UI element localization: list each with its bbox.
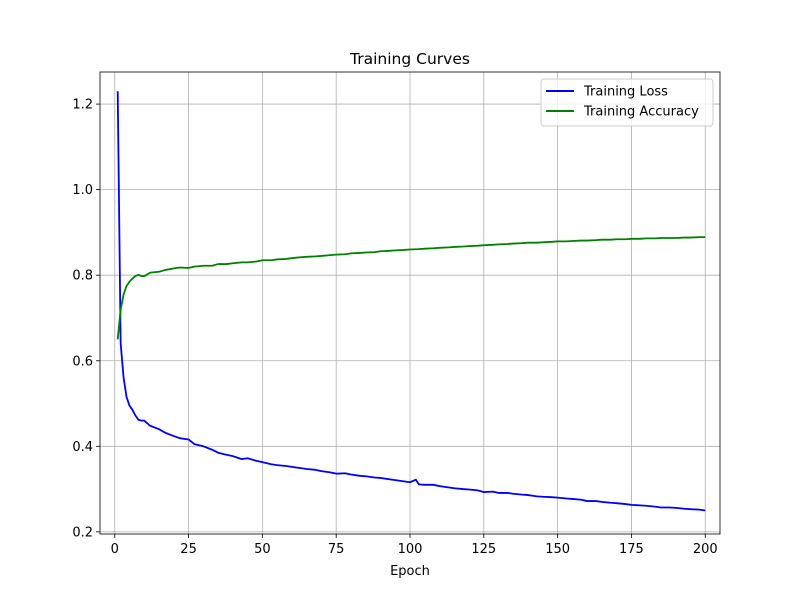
x-axis-label: Epoch	[390, 564, 430, 579]
x-tick-label: 0	[111, 542, 119, 557]
legend: Training Loss Training Accuracy	[540, 78, 714, 127]
y-axis-ticks: 0.2 0.4 0.6 0.8 1.0 1.2	[72, 98, 100, 540]
x-tick-label: 100	[398, 542, 423, 557]
y-tick-label: 1.0	[72, 183, 93, 198]
legend-label-training-accuracy: Training Accuracy	[583, 105, 699, 120]
x-tick-label: 50	[254, 542, 271, 557]
chart-title: Training Curves	[349, 50, 470, 68]
series-line-training-loss	[116, 91, 706, 512]
y-tick-label: 0.8	[72, 269, 93, 284]
x-tick-label: 25	[180, 542, 197, 557]
x-tick-label: 200	[693, 542, 718, 557]
grid-lines	[100, 72, 720, 534]
y-tick-label: 0.4	[72, 440, 93, 455]
y-tick-label: 0.6	[72, 354, 93, 369]
x-tick-label: 150	[545, 542, 570, 557]
x-tick-label: 125	[471, 542, 496, 557]
series-line-training-accuracy	[116, 236, 706, 340]
series-group	[116, 91, 706, 512]
y-tick-label: 0.2	[72, 525, 93, 540]
x-tick-label: 75	[328, 542, 345, 557]
x-axis-ticks: 0 25 50 75 100 125 150 175 200	[111, 534, 718, 557]
legend-box	[540, 78, 714, 127]
y-tick-label: 1.2	[72, 98, 93, 113]
x-tick-label: 175	[619, 542, 644, 557]
legend-label-training-loss: Training Loss	[583, 85, 668, 100]
